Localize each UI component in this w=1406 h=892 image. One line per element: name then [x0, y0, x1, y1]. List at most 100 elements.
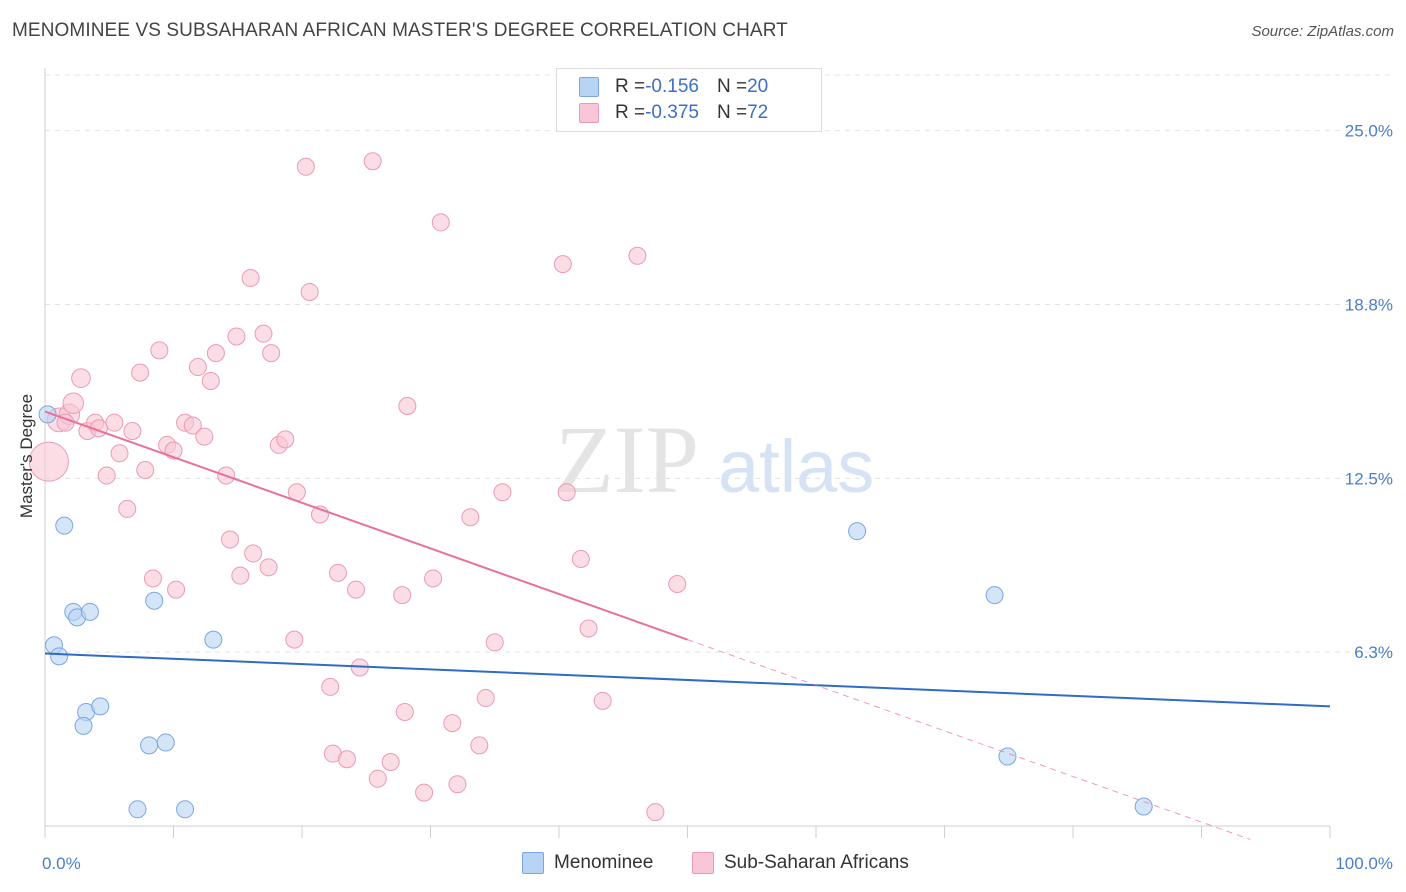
legend-swatch-menominee	[579, 77, 599, 97]
subsaharan-point	[337, 750, 356, 769]
bottom-legend-swatch-subsaharan	[692, 852, 714, 874]
subsaharan-point	[136, 460, 155, 479]
subsaharan-point	[262, 344, 281, 363]
menominee-point	[985, 586, 1004, 605]
subsaharan-point	[71, 368, 91, 389]
subsaharan-point	[424, 569, 443, 588]
menominee-point	[156, 733, 175, 752]
subsaharan-point	[321, 677, 340, 696]
subsaharan-point	[188, 358, 207, 377]
subsaharan-point	[593, 691, 612, 710]
subsaharan-point	[221, 530, 240, 549]
trend-lines	[44, 410, 1331, 840]
subsaharan-point	[557, 483, 576, 502]
subsaharan-point	[493, 483, 512, 502]
x-tick-label: 0.0%	[42, 854, 81, 873]
subsaharan-point	[131, 363, 150, 382]
subsaharan-point	[110, 444, 129, 463]
subsaharan-point	[646, 803, 665, 822]
menominee-point	[1134, 797, 1153, 816]
subsaharan-points	[28, 152, 687, 822]
bottom-legend-menominee: Menominee	[522, 852, 653, 874]
subsaharan-point	[363, 152, 382, 171]
legend-n-value: 72	[747, 102, 769, 123]
subsaharan-point	[461, 508, 480, 527]
grid-lines	[45, 74, 1392, 653]
legend-swatch-subsaharan	[579, 103, 599, 123]
menominee-point	[55, 516, 74, 535]
tick-labels: 6.3% 12.5% 18.8% 25.0% 0.0% 100.0%	[42, 122, 1393, 873]
menominee-point	[74, 716, 93, 735]
subsaharan-point	[579, 619, 598, 638]
subsaharan-point	[62, 392, 84, 414]
subsaharan-point	[571, 549, 590, 568]
legend-row-subsaharan: R = -0.375 N = 72	[579, 101, 768, 125]
chart-title: MENOMINEE VS SUBSAHARAN AFRICAN MASTER'S…	[12, 20, 788, 41]
subsaharan-point	[259, 558, 278, 577]
legend-n-label: N =	[716, 76, 748, 97]
bottom-legend-subsaharan: Sub-Saharan Africans	[692, 852, 909, 874]
subsaharan-point	[668, 575, 687, 594]
subsaharan-point	[381, 753, 400, 772]
subsaharan-trend-line	[44, 410, 688, 641]
menominee-point	[50, 647, 69, 666]
subsaharan-point	[443, 714, 462, 733]
menominee-point	[140, 736, 159, 755]
y-tick-label: 18.8%	[1345, 295, 1393, 314]
subsaharan-point	[105, 413, 124, 432]
chart-source: Source: ZipAtlas.com	[1251, 23, 1394, 40]
subsaharan-point	[346, 580, 365, 599]
subsaharan-point	[231, 566, 250, 585]
subsaharan-point	[201, 371, 220, 390]
legend-row-menominee: R = -0.156 N = 20	[579, 75, 768, 99]
menominee-point	[91, 697, 110, 716]
subsaharan-point	[285, 630, 304, 649]
menominee-point	[848, 522, 867, 541]
subsaharan-point	[431, 213, 450, 232]
bottom-legend-label-subsaharan: Sub-Saharan Africans	[724, 852, 909, 873]
subsaharan-point	[553, 255, 572, 274]
legend-r-label: R =	[615, 76, 646, 97]
subsaharan-trend-extension	[687, 639, 1251, 840]
subsaharan-point	[470, 736, 489, 755]
subsaharan-point	[241, 269, 260, 288]
bottom-legend-label-menominee: Menominee	[554, 852, 654, 873]
menominee-trend-line	[44, 652, 1331, 708]
menominee-point	[80, 602, 99, 621]
subsaharan-point	[476, 689, 495, 708]
legend-r-label: R =	[615, 102, 646, 123]
legend-n-label: N =	[716, 102, 748, 123]
menominee-point	[204, 630, 223, 649]
subsaharan-point	[415, 783, 434, 802]
subsaharan-point	[395, 702, 414, 721]
menominee-point	[145, 591, 164, 610]
subsaharan-point	[448, 775, 467, 794]
menominee-points	[38, 405, 1153, 819]
subsaharan-point	[300, 282, 319, 301]
menominee-point	[128, 800, 147, 819]
y-axis-label: Master's Degree	[17, 394, 36, 518]
subsaharan-point	[118, 499, 137, 518]
subsaharan-point	[628, 246, 647, 265]
y-tick-label: 25.0%	[1345, 122, 1393, 141]
subsaharan-point	[328, 563, 347, 582]
subsaharan-point	[167, 580, 186, 599]
subsaharan-point	[368, 769, 387, 788]
watermark: ZIP atlas	[555, 406, 874, 513]
correlation-legend: R = -0.156 N = 20 R = -0.375 N = 72	[556, 68, 822, 132]
menominee-point	[38, 405, 57, 424]
menominee-point	[998, 747, 1017, 766]
subsaharan-point	[28, 441, 69, 482]
legend-n-value: 20	[747, 76, 769, 97]
subsaharan-point	[227, 327, 246, 346]
menominee-point	[176, 800, 195, 819]
bottom-legend-swatch-menominee	[522, 852, 544, 874]
subsaharan-point	[150, 341, 169, 360]
watermark-zip: ZIP	[555, 406, 699, 513]
subsaharan-point	[123, 422, 142, 441]
subsaharan-point	[276, 430, 295, 449]
subsaharan-point	[393, 586, 412, 605]
subsaharan-point	[183, 416, 202, 435]
legend-r-value: -0.375	[645, 102, 699, 123]
